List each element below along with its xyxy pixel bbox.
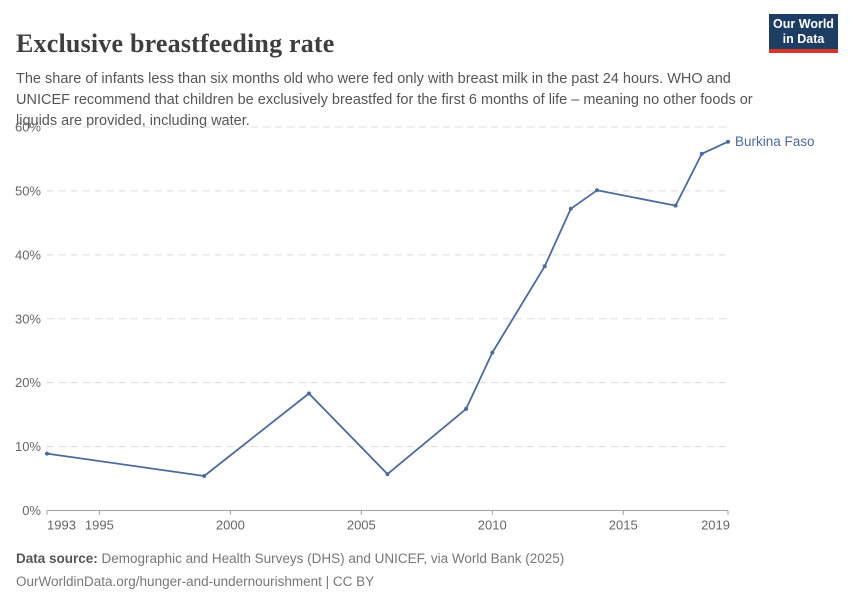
chart-footer: Data source: Demographic and Health Surv… bbox=[16, 547, 564, 593]
x-tick-label: 2005 bbox=[347, 518, 376, 533]
x-tick-label: 2010 bbox=[478, 518, 507, 533]
chart-subtitle: The share of infants less than six month… bbox=[16, 70, 753, 129]
data-point[interactable] bbox=[490, 350, 495, 355]
owid-logo-red-bar bbox=[769, 49, 838, 53]
data-point[interactable] bbox=[595, 188, 599, 193]
owid-logo-text: Our World in Data bbox=[769, 14, 838, 49]
y-tick-label: 30% bbox=[15, 311, 41, 326]
x-tick-label: 1993 bbox=[47, 518, 76, 533]
license-line[interactable]: OurWorldinData.org/hunger-and-undernouri… bbox=[16, 574, 375, 589]
x-tick-label: 2019 bbox=[701, 518, 730, 533]
data-point[interactable] bbox=[464, 406, 469, 411]
x-tick-label: 2000 bbox=[216, 518, 245, 533]
page-title: Exclusive breastfeeding rate bbox=[16, 29, 335, 59]
series-line-burkina-faso[interactable] bbox=[46, 140, 729, 477]
x-tick-label: 2015 bbox=[609, 518, 638, 533]
y-tick-label: 40% bbox=[15, 247, 41, 262]
data-point[interactable] bbox=[673, 203, 678, 208]
y-tick-label: 0% bbox=[22, 503, 41, 518]
owid-logo[interactable]: Our World in Data bbox=[769, 14, 838, 53]
y-tick-label: 20% bbox=[15, 375, 41, 390]
data-source-label: Data source: bbox=[16, 551, 98, 566]
owid-logo-line2: in Data bbox=[782, 32, 825, 46]
x-tick-label: 1995 bbox=[85, 518, 114, 533]
y-tick-label: 10% bbox=[15, 439, 41, 454]
owid-logo-line1: Our World bbox=[773, 17, 834, 31]
data-point[interactable] bbox=[202, 474, 207, 478]
data-source-line: Data source: Demographic and Health Surv… bbox=[16, 547, 564, 570]
data-point[interactable] bbox=[306, 391, 311, 396]
data-point[interactable] bbox=[385, 472, 390, 477]
data-point[interactable] bbox=[568, 206, 573, 211]
y-tick-label: 60% bbox=[15, 120, 41, 135]
series-end-label[interactable]: Burkina Faso bbox=[735, 134, 815, 149]
data-point[interactable] bbox=[726, 139, 730, 144]
data-source-text: Demographic and Health Surveys (DHS) and… bbox=[97, 551, 565, 566]
data-point[interactable] bbox=[542, 264, 547, 269]
y-tick-label: 50% bbox=[15, 183, 41, 198]
data-point[interactable] bbox=[699, 151, 704, 156]
data-point[interactable] bbox=[45, 451, 49, 456]
